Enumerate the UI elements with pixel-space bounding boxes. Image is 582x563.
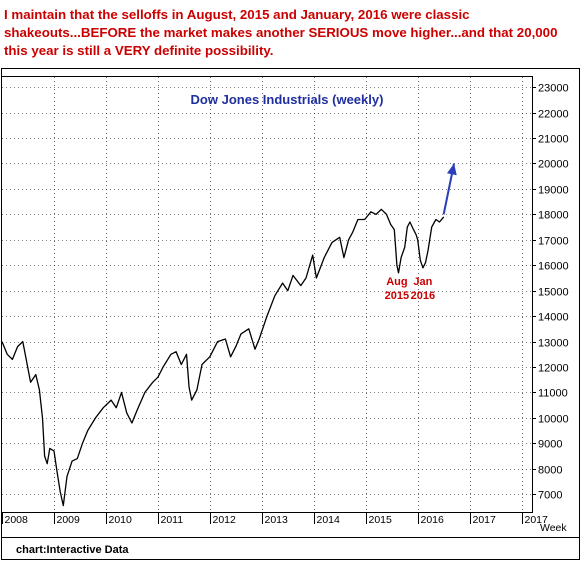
y-tick-label: 16000 bbox=[538, 261, 569, 273]
y-tick-label: 22000 bbox=[538, 109, 569, 121]
y-tick-label: 23000 bbox=[538, 83, 569, 95]
y-tick-label: 19000 bbox=[538, 185, 569, 197]
y-tick-label: 10000 bbox=[538, 414, 569, 426]
y-tick-label: 18000 bbox=[538, 210, 569, 222]
series-line bbox=[1, 208, 445, 507]
x-tick-label: 2017 bbox=[473, 514, 497, 526]
gridlines bbox=[2, 77, 532, 512]
y-tick-label: 21000 bbox=[538, 134, 569, 146]
x-tick-label: 2015 bbox=[369, 514, 393, 526]
x-axis-label: Week bbox=[540, 522, 567, 534]
annotations: Aug 2015 Jan 2016 bbox=[385, 276, 435, 302]
headline-text: I maintain that the selloffs in August, … bbox=[4, 7, 558, 58]
y-tick-label: 8000 bbox=[538, 465, 562, 477]
y-tick-label: 9000 bbox=[538, 439, 562, 451]
y-tick-label: 11000 bbox=[538, 388, 568, 400]
annotation-label: Jan bbox=[413, 276, 432, 288]
chart-title: Dow Jones Industrials (weekly) bbox=[191, 92, 384, 107]
x-tick-label: 2014 bbox=[317, 514, 341, 526]
x-tick-label: 2011 bbox=[161, 514, 184, 526]
y-tick-label: 20000 bbox=[538, 159, 569, 171]
annotation-label: Aug bbox=[386, 276, 407, 288]
y-tick-label: 17000 bbox=[538, 236, 569, 248]
y-tick-label: 7000 bbox=[538, 490, 562, 502]
annotation-sublabel: 2015 bbox=[385, 290, 409, 302]
x-tick-label: 2017 bbox=[525, 514, 549, 526]
x-tick-label: 2012 bbox=[213, 514, 237, 526]
x-tick-label: 2010 bbox=[109, 514, 133, 526]
source-label: chart:Interactive Data bbox=[16, 544, 129, 556]
y-tick-label: 12000 bbox=[538, 363, 569, 375]
x-tick-label: 2013 bbox=[265, 514, 289, 526]
annotation-sublabel: 2016 bbox=[411, 290, 435, 302]
x-tick-label: 2008 bbox=[5, 514, 29, 526]
projection-arrow bbox=[442, 163, 457, 215]
y-axis: 7000 8000 9000 10000 11000 12000 13000 14000 150… bbox=[532, 83, 569, 502]
x-tick-label: 2009 bbox=[57, 514, 81, 526]
plot-frame bbox=[1, 76, 533, 513]
x-tick-label: 2016 bbox=[421, 514, 445, 526]
y-tick-label: 15000 bbox=[538, 287, 569, 299]
y-tick-label: 14000 bbox=[538, 312, 569, 324]
y-tick-label: 13000 bbox=[538, 338, 569, 350]
x-axis: 2008 2009 2010 2011 2012 2013 2014 2015 2016 2017… bbox=[2, 512, 549, 526]
projection-arrowhead bbox=[446, 163, 457, 176]
